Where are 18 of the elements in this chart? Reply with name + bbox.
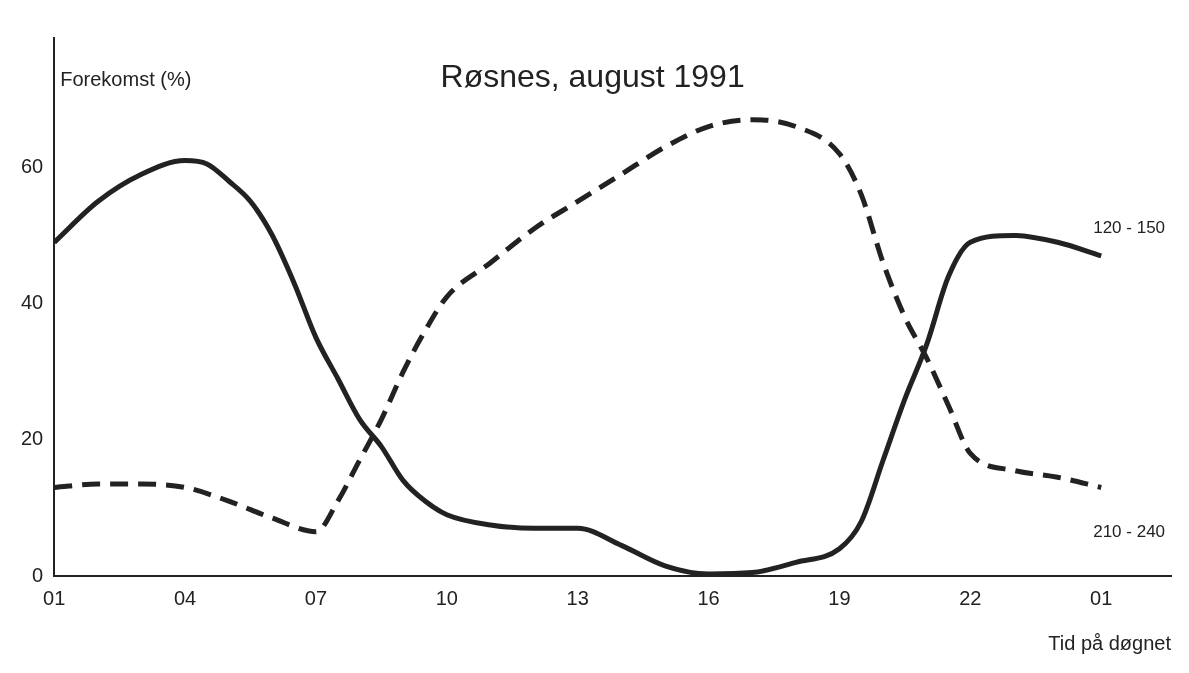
x-tick-label: 13 <box>566 586 589 609</box>
x-tick-label: 22 <box>959 586 982 609</box>
text: 210 - 240 <box>1093 522 1166 542</box>
y-tick-label: 20 <box>21 427 44 450</box>
x-tick-label: 01 <box>1090 586 1113 609</box>
y-axis-title: Forekomst (%) <box>60 67 192 90</box>
y-tick-label: 60 <box>21 154 44 177</box>
x-tick-label: 07 <box>304 586 328 609</box>
x-tick-label: 16 <box>697 586 720 609</box>
x-tick-label: 19 <box>828 586 851 609</box>
text: Røsnes, august 1991 <box>440 57 745 94</box>
y-tick-label: 40 <box>21 291 44 314</box>
x-axis-title: Tid på døgnet <box>1048 631 1172 654</box>
y-tick-label: 0 <box>32 563 44 586</box>
x-tick-label: 04 <box>173 586 197 609</box>
series-label: 120 - 150 <box>1093 217 1166 237</box>
x-tick-label: 10 <box>435 586 458 609</box>
x-tick-label: 01 <box>43 586 66 609</box>
